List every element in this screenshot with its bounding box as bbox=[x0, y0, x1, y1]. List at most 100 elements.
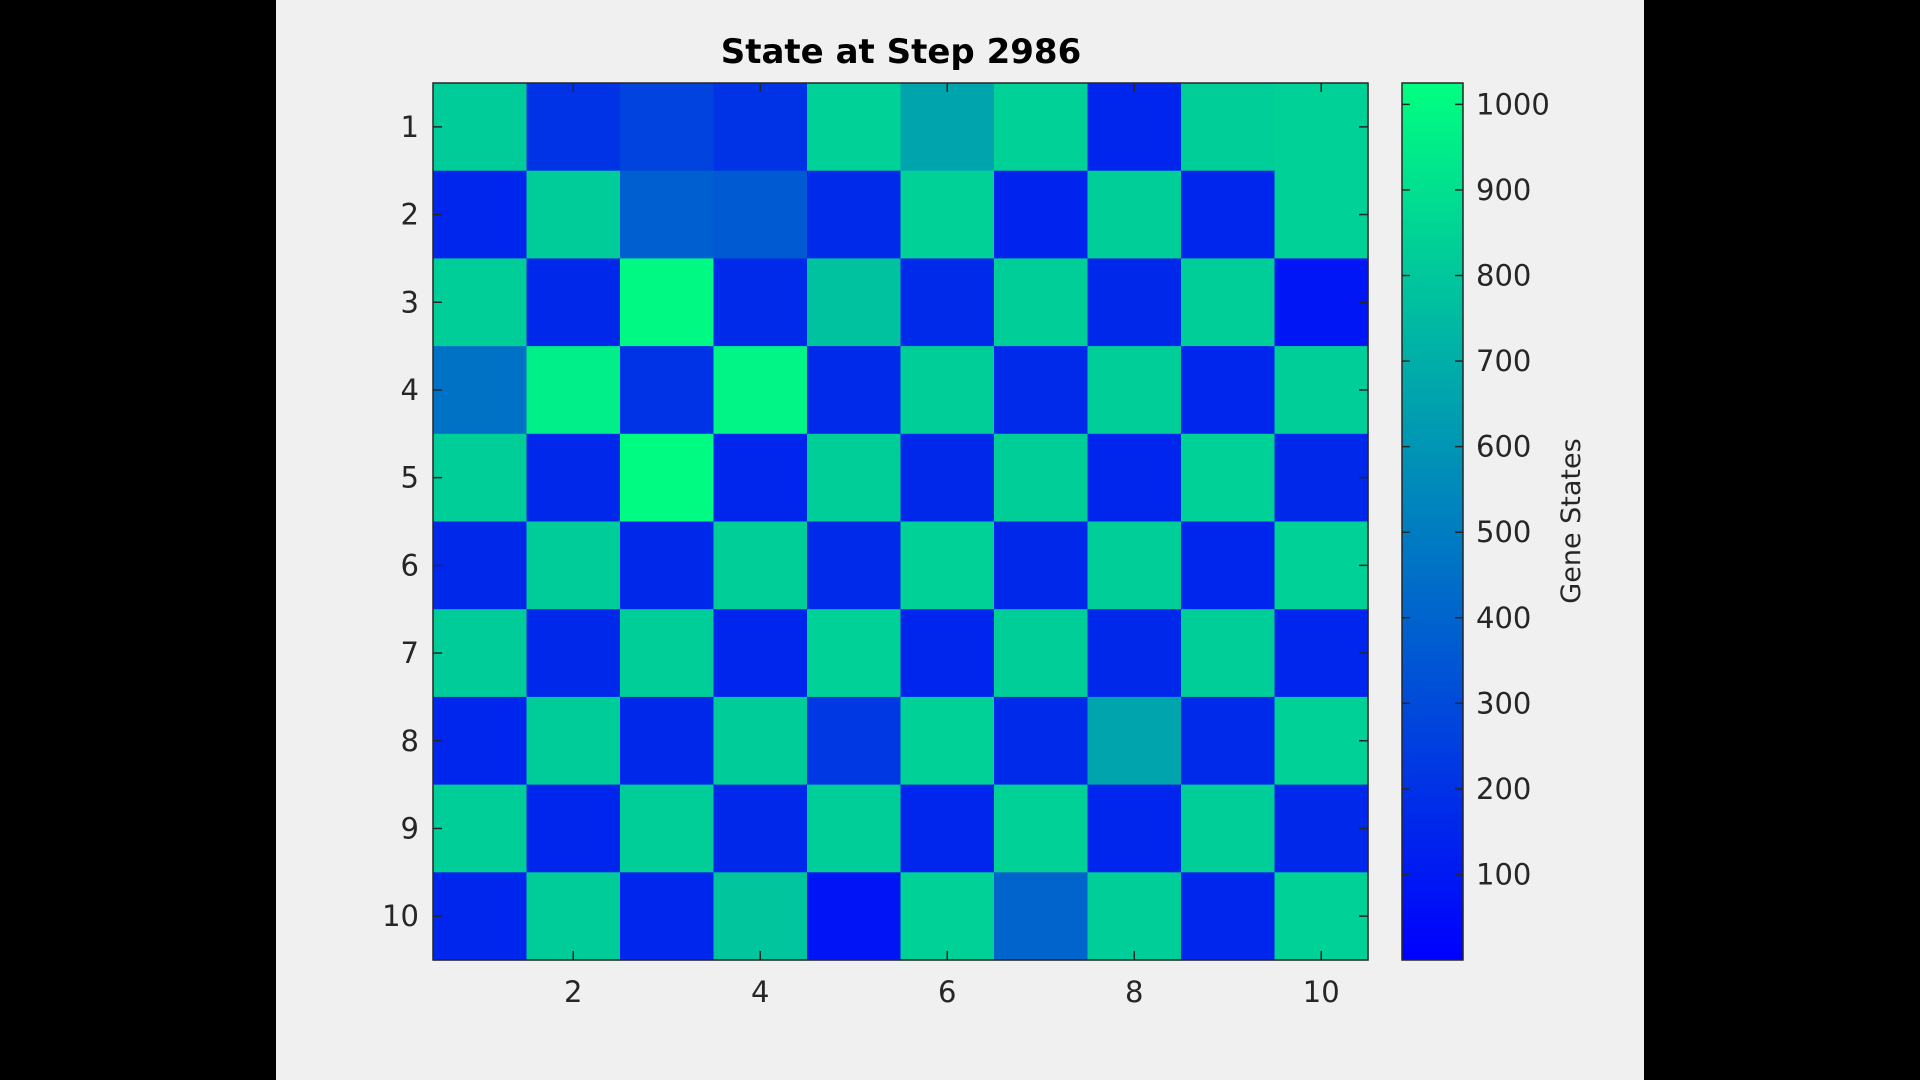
heatmap-cell-r5-c2 bbox=[526, 433, 621, 523]
heatmap-cell-r2-c3 bbox=[620, 170, 715, 259]
heatmap-cell-r10-c2 bbox=[526, 872, 621, 961]
heatmap-cell-r7-c6 bbox=[900, 609, 995, 698]
heatmap-cell-r3-c7 bbox=[994, 258, 1089, 347]
heatmap-cell-r10-c1 bbox=[433, 872, 528, 961]
colorbar-tick-label: 600 bbox=[1476, 430, 1531, 464]
heatmap-cell-r4-c7 bbox=[994, 346, 1089, 435]
colorbar-ticks: 100 200 300 400 500 600 700 800 900 1000 bbox=[1402, 87, 1550, 891]
heatmap-cell-r6-c2 bbox=[526, 521, 621, 610]
heatmap-cell-r3-c8 bbox=[1087, 258, 1182, 347]
y-tick-label: 1 bbox=[401, 110, 419, 144]
heatmap-cell-r10-c9 bbox=[1181, 872, 1276, 961]
heatmap-cell-r1-c5 bbox=[807, 83, 902, 172]
heatmap-cell-r8-c6 bbox=[900, 696, 995, 786]
heatmap-cell-r8-c3 bbox=[620, 696, 715, 786]
heatmap-cell-r1-c10 bbox=[1274, 83, 1369, 172]
y-tick-label: 7 bbox=[401, 636, 419, 670]
y-axis-ticks: 1 2 3 4 5 6 7 8 9 10 bbox=[382, 110, 1368, 933]
heatmap-cell-r6-c3 bbox=[620, 521, 715, 610]
colorbar-label: Gene States bbox=[1556, 438, 1587, 603]
heatmap-cell-r2-c2 bbox=[526, 170, 621, 259]
heatmap-cell-r6-c10 bbox=[1274, 521, 1369, 610]
heatmap-cell-r7-c5 bbox=[807, 609, 902, 698]
heatmap-cell-r2-c10 bbox=[1274, 170, 1369, 259]
heatmap-cell-r5-c9 bbox=[1181, 433, 1276, 523]
y-tick-label: 9 bbox=[401, 811, 419, 845]
heatmap-cell-r1-c8 bbox=[1087, 83, 1182, 172]
figure-panel: State at Step 2986 2 4 6 8 10 1 2 3 4 5 6 7 8 9 10 10… bbox=[276, 0, 1644, 1080]
heatmap-cell-r1-c1 bbox=[433, 83, 528, 172]
heatmap-cell-r1-c6 bbox=[900, 83, 995, 172]
heatmap-cell-r2-c6 bbox=[900, 170, 995, 259]
heatmap-cell-r4-c1 bbox=[433, 346, 528, 435]
colorbar-tick-label: 200 bbox=[1476, 772, 1531, 806]
heatmap-cell-r7-c1 bbox=[433, 609, 528, 698]
y-tick-label: 8 bbox=[401, 724, 419, 758]
heatmap-cell-r8-c8 bbox=[1087, 696, 1182, 786]
heatmap-cell-r7-c3 bbox=[620, 609, 715, 698]
y-tick-label: 2 bbox=[401, 198, 419, 232]
heatmap-cell-r1-c9 bbox=[1181, 83, 1276, 172]
heatmap-cell-r5-c10 bbox=[1274, 433, 1369, 523]
colorbar-tick-label: 1000 bbox=[1476, 87, 1550, 121]
heatmap-cell-r9-c10 bbox=[1274, 784, 1369, 873]
colorbar-tick-label: 500 bbox=[1476, 515, 1531, 549]
heatmap-cell-r4-c4 bbox=[713, 346, 808, 435]
colorbar-tick-label: 700 bbox=[1476, 344, 1531, 378]
heatmap-cell-r5-c3 bbox=[620, 433, 715, 523]
heatmap-cell-r7-c10 bbox=[1274, 609, 1369, 698]
heatmap-cell-r3-c4 bbox=[713, 258, 808, 347]
heatmap-cell-r2-c7 bbox=[994, 170, 1089, 259]
heatmap-cell-r7-c4 bbox=[713, 609, 808, 698]
heatmap-cell-r5-c1 bbox=[433, 433, 528, 523]
heatmap-cell-r1-c2 bbox=[526, 83, 621, 172]
heatmap-cell-r8-c9 bbox=[1181, 696, 1276, 786]
x-tick-label: 10 bbox=[1303, 975, 1340, 1009]
chart-title: State at Step 2986 bbox=[721, 32, 1081, 72]
heatmap-cell-r6-c5 bbox=[807, 521, 902, 610]
heatmap-cell-r8-c4 bbox=[713, 696, 808, 786]
heatmap-cell-r8-c1 bbox=[433, 696, 528, 786]
heatmap-cell-r6-c8 bbox=[1087, 521, 1182, 610]
heatmap-cell-r9-c6 bbox=[900, 784, 995, 873]
heatmap-cell-r4-c2 bbox=[526, 346, 621, 435]
heatmap-cell-r2-c5 bbox=[807, 170, 902, 259]
heatmap-cell-r7-c8 bbox=[1087, 609, 1182, 698]
heatmap-cell-r10-c5 bbox=[807, 872, 902, 961]
heatmap-cell-r4-c8 bbox=[1087, 346, 1182, 435]
heatmap-cell-r10-c4 bbox=[713, 872, 808, 961]
heatmap-cell-r2-c8 bbox=[1087, 170, 1182, 259]
x-tick-label: 2 bbox=[564, 975, 582, 1009]
heatmap-cell-r8-c2 bbox=[526, 696, 621, 786]
heatmap-cell-r9-c3 bbox=[620, 784, 715, 873]
colorbar bbox=[1401, 82, 1464, 961]
heatmap-cell-r5-c4 bbox=[713, 433, 808, 523]
heatmap-cell-r1-c7 bbox=[994, 83, 1089, 172]
heatmap-cell-r2-c4 bbox=[713, 170, 808, 259]
heatmap-cell-r8-c7 bbox=[994, 696, 1089, 786]
heatmap-cell-r10-c7 bbox=[994, 872, 1089, 961]
heatmap-cell-r4-c10 bbox=[1274, 346, 1369, 435]
heatmap-cell-r9-c2 bbox=[526, 784, 621, 873]
heatmap-cell-r4-c6 bbox=[900, 346, 995, 435]
heatmap-cells bbox=[433, 83, 1369, 961]
heatmap-cell-r4-c3 bbox=[620, 346, 715, 435]
y-tick-label: 10 bbox=[382, 899, 419, 933]
heatmap-cell-r6-c9 bbox=[1181, 521, 1276, 610]
heatmap-cell-r8-c10 bbox=[1274, 696, 1369, 786]
heatmap-cell-r10-c10 bbox=[1274, 872, 1369, 961]
x-tick-label: 6 bbox=[938, 975, 956, 1009]
x-tick-label: 8 bbox=[1125, 975, 1143, 1009]
heatmap-cell-r9-c7 bbox=[994, 784, 1089, 873]
heatmap-cell-r5-c8 bbox=[1087, 433, 1182, 523]
heatmap-cell-r5-c6 bbox=[900, 433, 995, 523]
x-axis-ticks: 2 4 6 8 10 bbox=[564, 83, 1340, 1009]
heatmap-cell-r1-c4 bbox=[713, 83, 808, 172]
heatmap-cell-r6-c1 bbox=[433, 521, 528, 610]
colorbar-tick-label: 300 bbox=[1476, 686, 1531, 720]
plot-frame bbox=[432, 82, 1369, 961]
heatmap-cell-r4-c9 bbox=[1181, 346, 1276, 435]
colorbar-tick-label: 400 bbox=[1476, 601, 1531, 635]
heatmap-cell-r5-c5 bbox=[807, 433, 902, 523]
